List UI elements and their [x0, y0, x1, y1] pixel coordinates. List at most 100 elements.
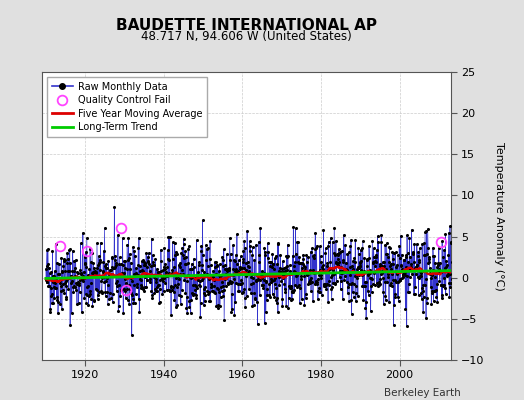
Point: [427, 275, 435, 281]
Point: [365, 243, 373, 250]
Point: [307, 248, 315, 255]
Point: [403, 272, 411, 279]
Point: [341, 272, 350, 279]
Point: [101, 293, 110, 300]
Point: [396, 276, 405, 283]
Point: [292, 273, 300, 280]
Point: [95, 256, 104, 263]
Point: [436, 269, 445, 275]
Point: [178, 245, 187, 251]
Point: [220, 263, 228, 269]
Point: [92, 286, 100, 292]
Point: [208, 288, 216, 294]
Point: [412, 264, 420, 270]
Point: [428, 272, 436, 278]
Point: [344, 268, 352, 275]
Point: [233, 268, 242, 274]
Point: [71, 265, 79, 271]
Point: [304, 254, 312, 261]
Point: [446, 284, 454, 290]
Point: [279, 268, 287, 275]
Point: [79, 278, 88, 284]
Point: [339, 259, 347, 266]
Point: [348, 280, 356, 286]
Point: [358, 244, 366, 251]
Point: [79, 268, 88, 275]
Point: [192, 237, 201, 244]
Point: [317, 272, 325, 278]
Point: [125, 255, 133, 261]
Point: [124, 257, 132, 263]
Point: [229, 266, 237, 273]
Point: [233, 261, 241, 267]
Point: [341, 266, 349, 273]
Point: [87, 296, 95, 303]
Point: [246, 248, 254, 254]
Point: [274, 240, 282, 246]
Point: [262, 278, 270, 285]
Point: [438, 292, 446, 298]
Point: [239, 256, 247, 263]
Point: [200, 302, 208, 308]
Point: [384, 273, 392, 280]
Point: [416, 268, 424, 274]
Point: [437, 282, 445, 288]
Point: [49, 273, 57, 280]
Point: [352, 290, 360, 296]
Point: [408, 271, 416, 277]
Point: [356, 262, 364, 269]
Point: [318, 264, 326, 270]
Point: [110, 264, 118, 271]
Point: [270, 294, 278, 301]
Point: [373, 280, 381, 286]
Point: [75, 289, 84, 295]
Point: [136, 284, 145, 291]
Point: [180, 241, 188, 248]
Point: [68, 310, 76, 316]
Point: [323, 267, 332, 274]
Point: [288, 288, 296, 294]
Point: [169, 256, 177, 262]
Point: [70, 283, 78, 290]
Point: [338, 267, 346, 274]
Point: [405, 235, 413, 242]
Point: [311, 278, 320, 284]
Point: [221, 266, 230, 272]
Point: [417, 290, 425, 296]
Point: [140, 262, 148, 268]
Point: [329, 267, 337, 273]
Point: [196, 314, 204, 321]
Point: [411, 284, 419, 290]
Point: [99, 259, 107, 265]
Point: [219, 257, 227, 264]
Point: [121, 258, 129, 264]
Point: [302, 294, 310, 301]
Point: [116, 286, 125, 293]
Point: [171, 281, 180, 288]
Point: [238, 280, 246, 286]
Point: [164, 256, 172, 262]
Point: [327, 285, 335, 292]
Point: [374, 283, 382, 289]
Point: [400, 272, 409, 278]
Point: [259, 285, 268, 291]
Point: [102, 278, 111, 284]
Point: [449, 288, 457, 294]
Point: [73, 269, 82, 276]
Point: [324, 238, 333, 245]
Point: [146, 279, 154, 285]
Point: [384, 271, 392, 277]
Point: [417, 270, 425, 276]
Point: [248, 302, 257, 309]
Point: [195, 282, 203, 288]
Point: [283, 267, 291, 273]
Point: [357, 246, 365, 253]
Point: [285, 295, 293, 301]
Point: [64, 268, 73, 274]
Point: [349, 258, 357, 264]
Point: [418, 285, 427, 292]
Point: [436, 260, 444, 266]
Point: [55, 271, 63, 278]
Point: [427, 300, 435, 307]
Point: [181, 248, 189, 254]
